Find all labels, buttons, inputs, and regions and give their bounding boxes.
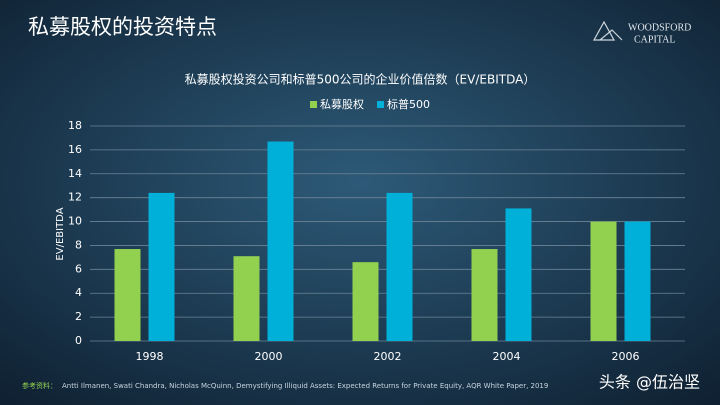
legend-swatch (310, 101, 317, 108)
y-tick-label: 10 (68, 215, 82, 228)
y-tick-label: 0 (75, 334, 82, 347)
legend-label: 标普500 (387, 97, 430, 111)
bar (590, 221, 617, 341)
logo: WOODSFORD CAPITAL (592, 20, 691, 45)
watermark: 头条 @伍治坚 (599, 373, 700, 392)
x-tick-label: 2006 (612, 350, 640, 363)
bar (233, 256, 260, 341)
logo-icon (592, 20, 623, 41)
x-tick-label: 2000 (255, 350, 283, 363)
y-tick-label: 4 (75, 286, 82, 299)
bar (505, 208, 532, 341)
bar (267, 141, 294, 341)
bar (148, 192, 175, 341)
y-axis-label: EV/EBITDA (55, 207, 66, 260)
chart-title: 私募股权投资公司和标普500公司的企业价值倍数（EV/EBITDA） (185, 72, 536, 87)
source-label: 参考资料： (22, 381, 57, 390)
bar (471, 249, 498, 341)
y-tick-label: 16 (68, 143, 82, 156)
bar (624, 221, 651, 341)
y-tick-label: 6 (75, 262, 82, 275)
y-tick-label: 14 (68, 167, 82, 180)
source: Antti Ilmanen, Swati Chandra, Nicholas M… (62, 382, 548, 390)
x-tick-label: 2004 (493, 350, 521, 363)
y-tick-label: 2 (75, 310, 82, 323)
y-tick-label: 18 (68, 119, 82, 132)
x-tick-label: 2002 (374, 350, 402, 363)
legend-label: 私募股权 (320, 98, 364, 111)
y-tick-label: 12 (68, 191, 82, 204)
logo-text: CAPITAL (634, 34, 675, 45)
logo-text: WOODSFORD (628, 22, 691, 33)
x-tick-label: 1998 (136, 350, 164, 363)
legend-swatch (377, 101, 384, 108)
bar (386, 192, 413, 341)
y-tick-label: 8 (75, 238, 82, 251)
slide-title: 私募股权的投资特点 (28, 15, 217, 39)
bar (352, 262, 379, 341)
bar (114, 249, 141, 341)
